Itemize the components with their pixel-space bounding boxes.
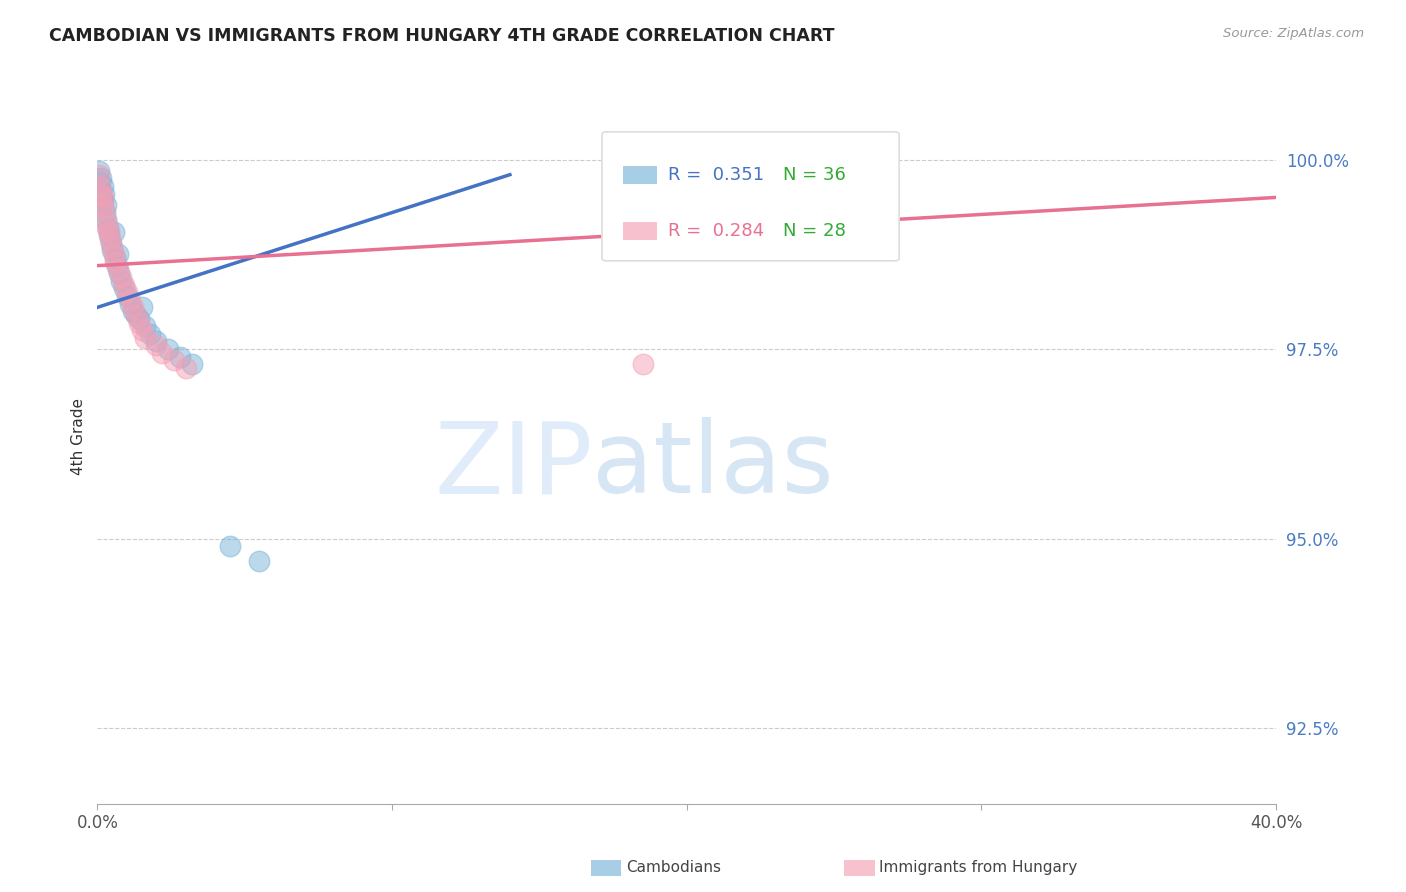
Point (93, 202, 115, 216)
Point (157, 342, 180, 356)
Point (103, 247, 125, 261)
Point (150, 346, 173, 360)
Text: R =  0.284: R = 0.284 (668, 222, 763, 240)
Point (91, 179, 114, 194)
Point (131, 323, 153, 337)
Point (108, 266, 131, 280)
Point (94, 198, 117, 212)
Point (110, 270, 132, 285)
Point (89, 183, 111, 197)
Point (97, 220, 120, 235)
Point (124, 308, 146, 322)
Point (145, 334, 167, 349)
Point (90, 186, 112, 201)
Text: Source: ZipAtlas.com: Source: ZipAtlas.com (1223, 27, 1364, 40)
Text: N = 36: N = 36 (783, 166, 846, 185)
Point (110, 274, 132, 288)
Point (89, 175, 111, 189)
Point (104, 251, 127, 265)
Point (174, 361, 197, 376)
Point (163, 353, 186, 368)
Point (96, 220, 118, 235)
Point (91, 194, 114, 209)
Point (104, 255, 127, 269)
Point (101, 240, 124, 254)
Point (112, 277, 135, 292)
Point (105, 259, 128, 273)
Point (219, 539, 242, 553)
Point (107, 262, 129, 277)
Point (115, 285, 138, 300)
Point (103, 225, 125, 239)
Point (128, 316, 150, 330)
Point (89, 179, 111, 194)
Point (128, 311, 150, 326)
Text: Immigrants from Hungary: Immigrants from Hungary (879, 861, 1077, 875)
Y-axis label: 4th Grade: 4th Grade (72, 398, 86, 475)
Point (131, 301, 153, 315)
Point (121, 304, 143, 318)
Text: Cambodians: Cambodians (626, 861, 721, 875)
Point (249, 554, 271, 568)
Point (87, 168, 110, 182)
Point (93, 205, 115, 219)
Point (100, 235, 122, 250)
Point (94, 213, 117, 227)
Point (139, 326, 162, 341)
Text: N = 28: N = 28 (783, 222, 846, 240)
Point (90, 198, 112, 212)
Point (98, 228, 121, 243)
Point (118, 296, 141, 310)
Text: ZIP: ZIP (434, 417, 592, 514)
Point (169, 350, 191, 364)
Point (145, 338, 167, 352)
Text: R =  0.351: R = 0.351 (668, 166, 763, 185)
Point (112, 281, 135, 295)
Point (118, 293, 141, 307)
Point (124, 308, 146, 322)
Point (93, 186, 115, 201)
Point (631, 357, 654, 371)
Point (91, 190, 114, 204)
Point (134, 331, 156, 345)
Point (96, 213, 118, 227)
Point (115, 289, 138, 303)
Point (98, 232, 121, 246)
Point (121, 301, 143, 315)
Point (97, 225, 120, 239)
Point (87, 164, 110, 178)
Point (134, 319, 156, 334)
Point (90, 171, 112, 186)
Text: atlas: atlas (592, 417, 834, 514)
Text: CAMBODIAN VS IMMIGRANTS FROM HUNGARY 4TH GRADE CORRELATION CHART: CAMBODIAN VS IMMIGRANTS FROM HUNGARY 4TH… (49, 27, 835, 45)
Point (107, 247, 129, 261)
Point (101, 244, 124, 258)
Point (180, 357, 202, 371)
Point (90, 190, 112, 204)
